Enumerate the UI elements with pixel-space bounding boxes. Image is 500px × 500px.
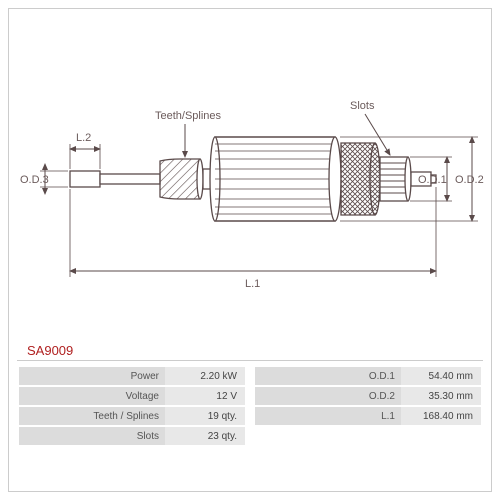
spec-label: Voltage xyxy=(19,391,165,402)
spec-value: 35.30 mm xyxy=(401,387,481,405)
spec-row: O.D.2 35.30 mm xyxy=(255,387,481,405)
spec-value: 23 qty. xyxy=(165,427,245,445)
page-container: Teeth/Splines Slots L.2 O.D.3 L.1 xyxy=(8,8,492,492)
spec-value: 19 qty. xyxy=(165,407,245,425)
spec-label: Slots xyxy=(19,431,165,442)
spec-row: Slots 23 qty. xyxy=(19,427,245,445)
spec-label: O.D.1 xyxy=(255,371,401,382)
technical-diagram: Teeth/Splines Slots L.2 O.D.3 L.1 xyxy=(9,9,491,339)
label-slots: Slots xyxy=(350,100,375,112)
product-code: SA9009 xyxy=(17,339,483,361)
spec-value: 168.40 mm xyxy=(401,407,481,425)
label-l2: L.2 xyxy=(76,132,91,144)
spec-label: Power xyxy=(19,371,165,382)
label-teeth-splines: Teeth/Splines xyxy=(155,110,222,122)
spec-row: Voltage 12 V xyxy=(19,387,245,405)
spec-row: O.D.1 54.40 mm xyxy=(255,367,481,385)
label-od2: O.D.2 xyxy=(455,174,484,186)
spec-label: O.D.2 xyxy=(255,391,401,402)
spec-row: Power 2.20 kW xyxy=(19,367,245,385)
label-od3: O.D.3 xyxy=(20,174,49,186)
spec-row: L.1 168.40 mm xyxy=(255,407,481,425)
spec-row: Teeth / Splines 19 qty. xyxy=(19,407,245,425)
spec-table: Power 2.20 kW Voltage 12 V Teeth / Splin… xyxy=(9,361,491,451)
label-l1: L.1 xyxy=(245,278,260,290)
spec-value: 12 V xyxy=(165,387,245,405)
spec-label: L.1 xyxy=(255,411,401,422)
spec-label: Teeth / Splines xyxy=(19,411,165,422)
label-od1: O.D.1 xyxy=(418,174,447,186)
spec-value: 2.20 kW xyxy=(165,367,245,385)
spec-value: 54.40 mm xyxy=(401,367,481,385)
